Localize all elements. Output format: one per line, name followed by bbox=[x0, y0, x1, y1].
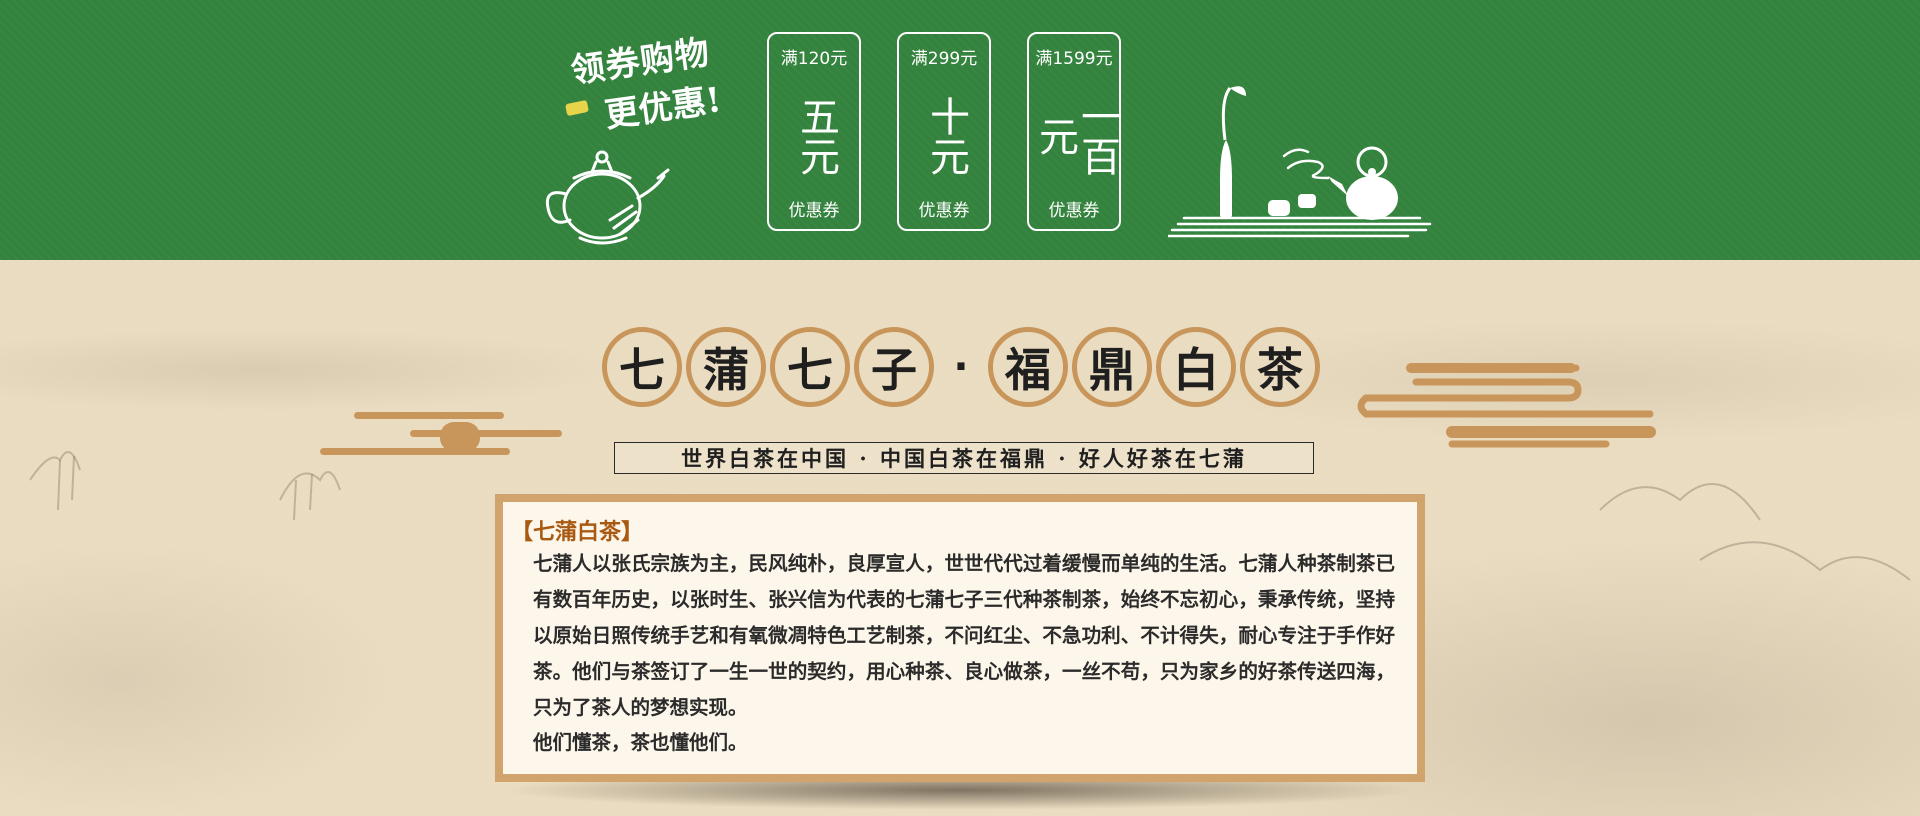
coupon-amount: 十元 bbox=[923, 96, 969, 176]
coupon-slogan: 领券购物 更优惠! bbox=[560, 28, 740, 138]
title-char: 子 bbox=[854, 327, 934, 407]
coupon-banner: 领券购物 更优惠! 满120元 五元 优惠券 满299元 十元 优惠券 满159… bbox=[0, 0, 1920, 260]
title-char: 鼎 bbox=[1072, 327, 1152, 407]
teapot-icon bbox=[545, 150, 670, 245]
title-char: 七 bbox=[602, 327, 682, 407]
mountain-ink-decoration bbox=[29, 451, 1911, 581]
slogan-dash-decoration bbox=[564, 99, 590, 117]
coupon-amount: 一百元 bbox=[1032, 96, 1120, 176]
coupon-card-1[interactable]: 满120元 五元 优惠券 bbox=[767, 32, 861, 231]
coupon-label: 优惠券 bbox=[918, 201, 970, 221]
coupon-card-2[interactable]: 满299元 十元 优惠券 bbox=[897, 32, 991, 231]
coupon-label: 优惠券 bbox=[1048, 201, 1100, 221]
title-char: 福 bbox=[988, 327, 1068, 407]
coupon-condition: 满299元 bbox=[910, 49, 978, 69]
page-title: 七 蒲 七 子 · 福 鼎 白 茶 bbox=[602, 326, 1324, 408]
cloud-ornament-right bbox=[1357, 363, 1656, 448]
coupon-condition: 满120元 bbox=[780, 49, 848, 69]
title-char: 白 bbox=[1156, 327, 1236, 407]
title-char: 蒲 bbox=[686, 327, 766, 407]
title-separator: · bbox=[953, 344, 969, 390]
coupon-amount: 五元 bbox=[793, 96, 839, 176]
intro-card: 【七蒲白茶】 七蒲人以张氏宗族为主，民风纯朴，良厚宣人，世世代代过着缓慢而单纯的… bbox=[495, 494, 1425, 782]
intro-tagline: 他们懂茶，茶也懂他们。 bbox=[533, 731, 748, 754]
subtitle-banner: 世界白茶在中国 · 中国白茶在福鼎 · 好人好茶在七蒲 bbox=[614, 442, 1314, 474]
coupon-label: 优惠券 bbox=[788, 201, 840, 221]
coupon-condition: 满1599元 bbox=[1035, 49, 1113, 69]
cloud-ornament-left bbox=[320, 412, 562, 455]
intro-heading: 【七蒲白茶】 bbox=[511, 519, 644, 545]
tea-set-icon bbox=[1168, 86, 1432, 238]
intro-body: 七蒲人以张氏宗族为主，民风纯朴，良厚宣人，世世代代过着缓慢而单纯的生活。七蒲人种… bbox=[533, 552, 1395, 719]
title-char: 茶 bbox=[1240, 327, 1320, 407]
coupon-card-3[interactable]: 满1599元 一百元 优惠券 bbox=[1027, 32, 1121, 231]
title-char: 七 bbox=[770, 327, 850, 407]
